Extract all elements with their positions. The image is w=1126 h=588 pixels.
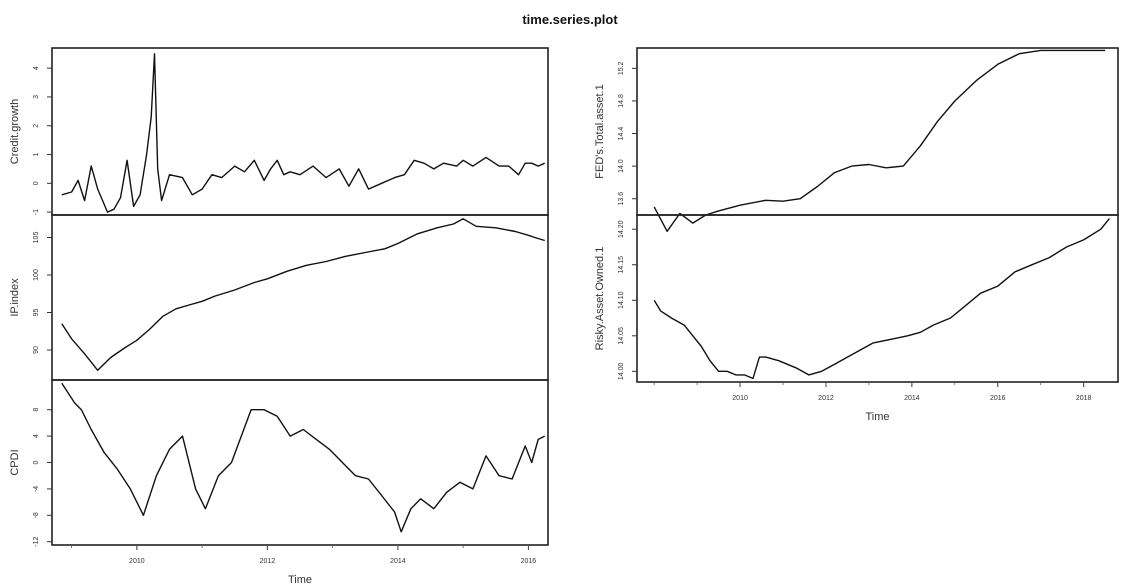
- chart-panels: -1 0 1 2 3 4 Credit.growth 90 95 100 105 IP.index -1…: [9, 47, 1119, 586]
- x-tick-label: 2010: [129, 558, 145, 565]
- plot-frame: [51, 214, 549, 381]
- plot-frame: [51, 47, 549, 216]
- x-tick-label: 2016: [521, 558, 537, 565]
- x-axis-label: Time: [865, 411, 889, 423]
- y-tick-label: -4: [33, 486, 40, 492]
- series-line: [61, 382, 546, 533]
- y-tick-label: 90: [33, 346, 40, 354]
- y-tick-label: 0: [33, 460, 40, 464]
- chart-panel-4: 13.6 14.0 14.4 14.8 15.2 FED's.Total.asset.1: [594, 47, 1119, 233]
- series-line: [653, 49, 1106, 233]
- x-tick-label: 2012: [260, 558, 276, 565]
- series-line: [653, 218, 1110, 380]
- chart-panel-5: 14.00 14.05 14.10 14.15 14.20 Risky.Asset.Own…: [594, 214, 1119, 423]
- y-tick-label: 1: [33, 152, 40, 156]
- y-tick-label: 8: [33, 408, 40, 412]
- y-axis-label: FED's.Total.asset.1: [594, 84, 606, 178]
- y-tick-label: 14.15: [618, 256, 625, 274]
- chart-panel-2: 90 95 100 105 IP.index: [9, 214, 549, 381]
- x-tick-label: 2014: [390, 558, 406, 565]
- y-tick-label: 14.20: [618, 220, 625, 238]
- y-tick-label: 105: [33, 232, 40, 244]
- y-axis-label: CPDI: [9, 449, 21, 475]
- x-axis-label: Time: [288, 574, 312, 586]
- plot-frame: [51, 379, 549, 546]
- y-tick-label: 15.2: [618, 61, 625, 75]
- y-tick-label: 0: [33, 181, 40, 185]
- chart-panel-3: -12 -8 -4 0 4 8 CPDI 2010 2012 2014 2016 Time: [9, 379, 549, 586]
- y-tick-label: 14.05: [618, 327, 625, 345]
- y-tick-label: 14.10: [618, 291, 625, 309]
- x-tick-label: 2018: [1076, 395, 1092, 402]
- y-tick-label: 14.00: [618, 362, 625, 380]
- series-line: [61, 53, 545, 213]
- y-tick-label: 3: [33, 95, 40, 99]
- chart-panel-1: -1 0 1 2 3 4 Credit.growth: [9, 47, 549, 216]
- x-tick-label: 2012: [818, 395, 834, 402]
- y-tick-label: 4: [33, 434, 40, 438]
- figure-title: time.series.plot: [522, 12, 618, 27]
- y-tick-label: -12: [33, 537, 40, 547]
- y-tick-label: 14.0: [618, 159, 625, 173]
- y-axis-label: Credit.growth: [9, 99, 21, 164]
- plot-frame: [636, 214, 1119, 383]
- y-tick-label: 100: [33, 269, 40, 281]
- y-tick-label: -8: [33, 512, 40, 518]
- y-axis-label: IP.index: [9, 278, 21, 317]
- y-tick-label: 4: [33, 66, 40, 70]
- y-tick-label: 14.4: [618, 127, 625, 141]
- series-line: [61, 218, 545, 371]
- y-tick-label: 13.6: [618, 192, 625, 206]
- y-tick-label: 95: [33, 309, 40, 317]
- x-tick-label: 2016: [990, 395, 1006, 402]
- y-axis-label: Risky.Asset.Owned.1: [594, 247, 606, 351]
- y-tick-label: 2: [33, 124, 40, 128]
- y-tick-label: 14.8: [618, 94, 625, 108]
- x-tick-label: 2010: [732, 395, 748, 402]
- plot-frame: [636, 47, 1119, 216]
- y-tick-label: -1: [33, 209, 40, 215]
- x-tick-label: 2014: [904, 395, 920, 402]
